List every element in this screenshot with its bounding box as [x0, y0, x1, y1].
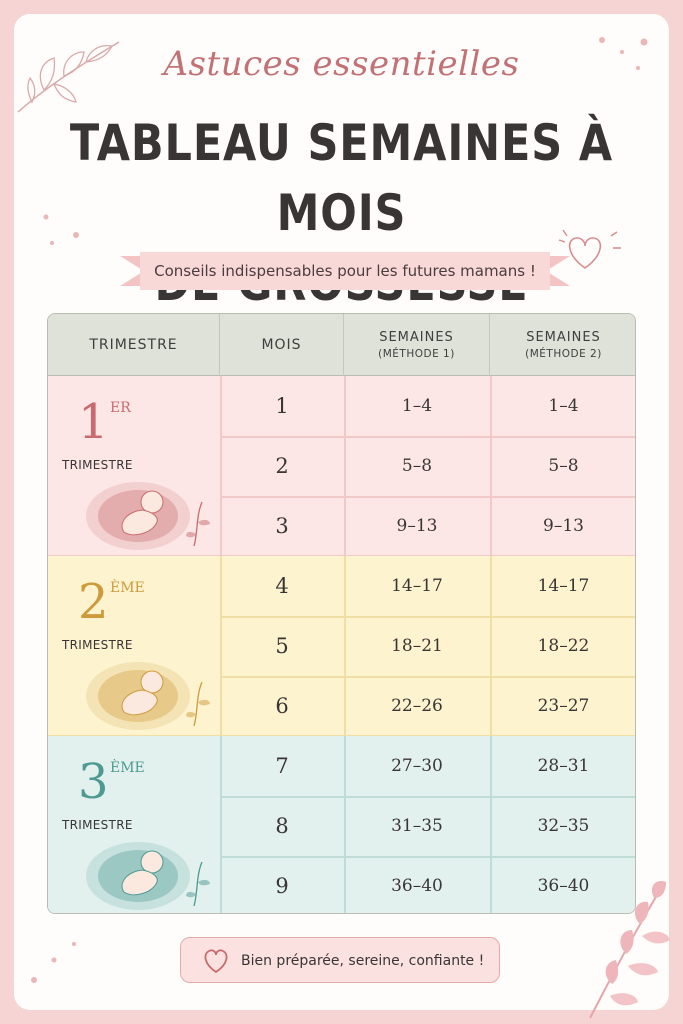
- band-divider: [48, 735, 635, 737]
- row-divider: [220, 676, 635, 678]
- trimester-number: 1: [78, 394, 109, 450]
- fetus-illustration: [86, 662, 210, 730]
- trimester-band: 1 ER TRIMESTRE 1 1–4 1–4 2 5–8 5–8 3 9–13 9–13: [48, 376, 635, 557]
- column-divider: [344, 736, 346, 913]
- trimester-number: 3: [78, 754, 109, 810]
- page-title-line1: TABLEAU SEMAINES À MOIS: [69, 114, 614, 242]
- heart-icon: [204, 949, 228, 974]
- dots-decoration: [599, 37, 648, 70]
- dots-decoration: [43, 214, 79, 245]
- column-header-trimestre: TRIMESTRE: [48, 314, 220, 376]
- column-header-methode2: SEMAINES (MÉTHODE 2): [490, 314, 635, 376]
- weeks-method1-cell: 31–35: [391, 816, 443, 836]
- column-divider: [490, 736, 492, 913]
- weeks-method1-cell: 14–17: [391, 576, 443, 596]
- leaf-branch-icon: [17, 41, 120, 113]
- footer-banner: Bien préparée, sereine, confiante !: [180, 937, 500, 983]
- row-divider: [220, 616, 635, 618]
- weeks-method1-cell: 22–26: [391, 696, 443, 716]
- weeks-method1-cell: 27–30: [391, 756, 443, 776]
- trimester-label: TRIMESTRE: [62, 638, 133, 652]
- column-header-label: SEMAINES: [526, 330, 601, 345]
- month-cell: 7: [275, 754, 289, 778]
- fetus-illustration: [86, 842, 210, 910]
- weeks-method2-cell: 23–27: [537, 696, 590, 716]
- column-divider: [344, 376, 346, 556]
- column-divider: [220, 736, 222, 913]
- month-cell: 8: [275, 814, 289, 838]
- ribbon-text: Conseils indispensables pour les futures…: [154, 262, 536, 280]
- column-header-label: TRIMESTRE: [89, 337, 178, 353]
- column-header-label: SEMAINES: [379, 330, 454, 345]
- column-header-sub: (MÉTHODE 1): [378, 348, 455, 360]
- weeks-method1-cell: 36–40: [391, 876, 443, 896]
- weeks-method1-cell: 9–13: [396, 516, 438, 536]
- weeks-months-table: TRIMESTRE MOIS SEMAINES (MÉTHODE 1) SEMA…: [47, 313, 636, 914]
- dots-decoration: [31, 942, 76, 983]
- month-cell: 6: [275, 694, 289, 718]
- trimester-label: TRIMESTRE: [62, 458, 133, 472]
- month-cell: 1: [275, 394, 289, 418]
- table-header: TRIMESTRE MOIS SEMAINES (MÉTHODE 1) SEMA…: [48, 314, 635, 376]
- subtitle-ribbon: Conseils indispensables pour les futures…: [120, 250, 570, 292]
- weeks-method1-cell: 5–8: [401, 456, 433, 476]
- row-divider: [220, 856, 635, 858]
- weeks-method1-cell: 18–21: [391, 636, 443, 656]
- leaf-branch-icon: [589, 880, 670, 1019]
- heart-icon: [558, 229, 621, 269]
- band-divider: [48, 555, 635, 557]
- script-title: Astuces essentielles: [163, 44, 520, 84]
- weeks-method2-cell: 36–40: [537, 876, 590, 896]
- column-divider: [344, 556, 346, 736]
- weeks-method2-cell: 28–31: [537, 756, 590, 776]
- column-divider: [220, 556, 222, 736]
- column-divider: [490, 556, 492, 736]
- month-cell: 5: [275, 634, 289, 658]
- trimester-band: 2 ÈME TRIMESTRE 4 14–17 14–17 5 18–21 18–22 6 22–2…: [48, 556, 635, 737]
- month-cell: 4: [275, 574, 289, 598]
- column-divider: [490, 376, 492, 556]
- footer-text: Bien préparée, sereine, confiante !: [241, 953, 485, 969]
- column-header-sub: (MÉTHODE 2): [525, 348, 602, 360]
- weeks-method2-cell: 14–17: [537, 576, 590, 596]
- trimester-suffix: ER: [110, 400, 131, 416]
- weeks-method2-cell: 32–35: [537, 816, 590, 836]
- trimester-number: 2: [78, 574, 109, 630]
- weeks-method2-cell: 1–4: [548, 396, 579, 416]
- trimester-label: TRIMESTRE: [62, 818, 133, 832]
- month-cell: 9: [275, 874, 289, 898]
- row-divider: [220, 436, 635, 438]
- column-header-methode1: SEMAINES (MÉTHODE 1): [344, 314, 490, 376]
- column-header-label: MOIS: [261, 337, 302, 353]
- column-header-mois: MOIS: [220, 314, 344, 376]
- row-divider: [220, 496, 635, 498]
- weeks-method2-cell: 9–13: [543, 516, 584, 536]
- month-cell: 2: [275, 454, 289, 478]
- weeks-method2-cell: 5–8: [548, 456, 579, 476]
- weeks-method2-cell: 18–22: [537, 636, 590, 656]
- fetus-illustration: [86, 482, 210, 550]
- trimester-band: 3 ÈME TRIMESTRE 7 27–30 28–31 8 31–35 32–35 9 36–4…: [48, 736, 635, 913]
- column-divider: [220, 376, 222, 556]
- trimester-suffix: ÈME: [110, 760, 145, 776]
- row-divider: [220, 796, 635, 798]
- trimester-suffix: ÈME: [110, 580, 145, 596]
- weeks-method1-cell: 1–4: [401, 396, 433, 416]
- month-cell: 3: [275, 514, 289, 538]
